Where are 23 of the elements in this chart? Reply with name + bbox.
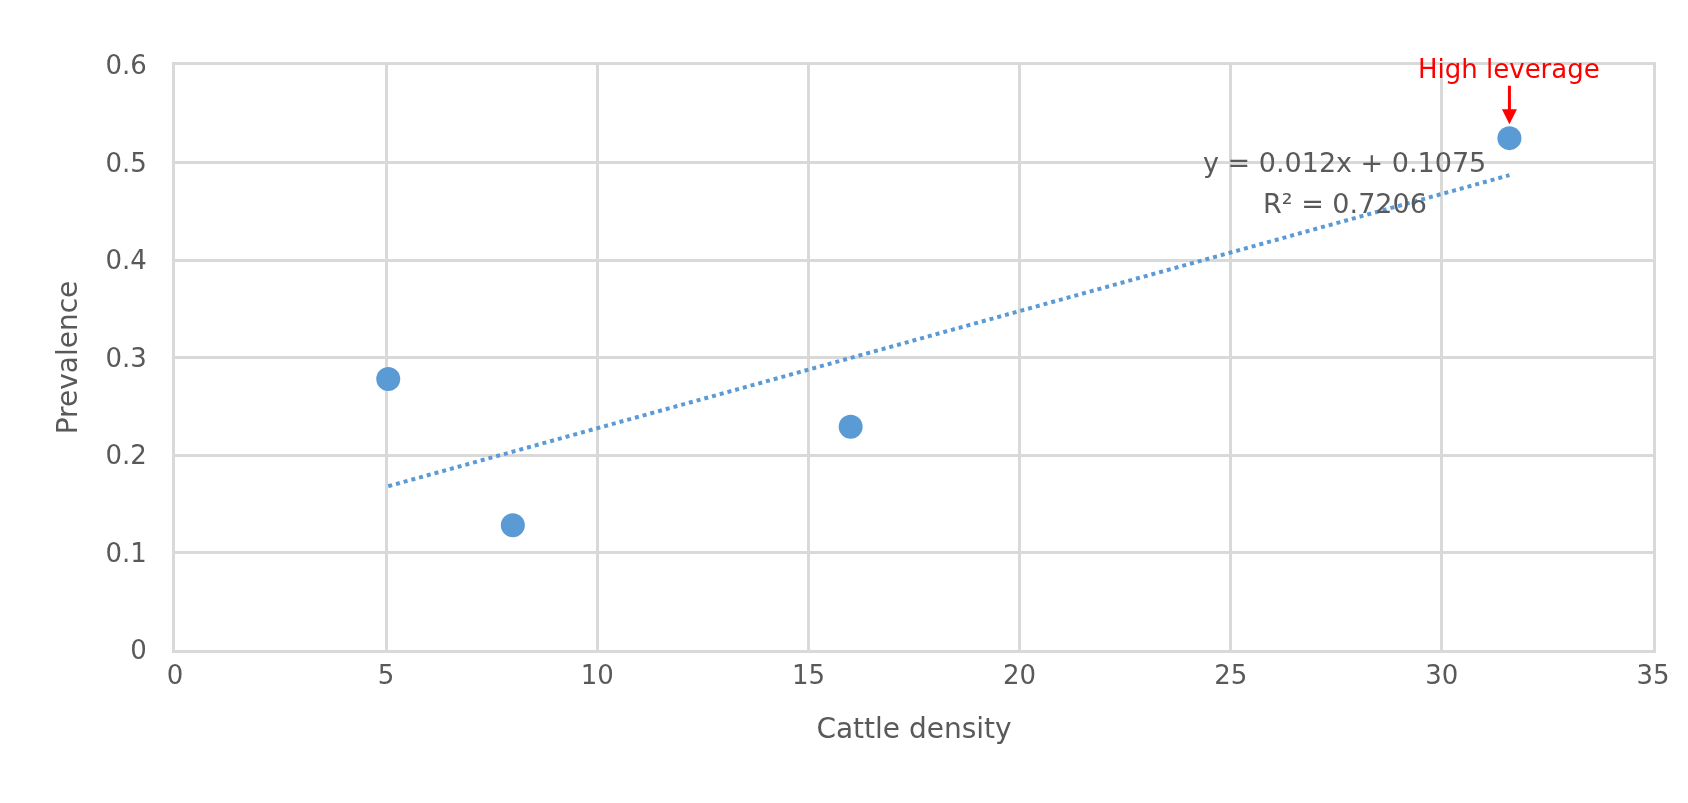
y-tick-label: 0.6 [105, 50, 147, 81]
y-tick-label: 0.2 [105, 440, 147, 471]
x-tick-label: 0 [166, 660, 184, 691]
x-tick-label: 30 [1425, 660, 1459, 691]
point [500, 513, 525, 538]
point [1497, 126, 1522, 151]
x-tick-label: 25 [1214, 660, 1248, 691]
annotation: y = 0.012x + 0.1075 [1203, 147, 1487, 178]
x-tick-label: 35 [1636, 660, 1670, 691]
point [838, 414, 863, 439]
y-tick-label: 0.1 [105, 537, 147, 568]
x-tick-label: 5 [377, 660, 395, 691]
x-tick-label: 15 [791, 660, 825, 691]
x-axis-title: Cattle density [816, 712, 1012, 746]
y-tick-label: 0.3 [105, 342, 147, 373]
y-tick-label: 0 [130, 635, 147, 666]
y-tick-label: 0.5 [105, 147, 147, 178]
x-tick-label: 10 [580, 660, 614, 691]
x-tick-label: 20 [1003, 660, 1037, 691]
y-tick-label: 0.4 [105, 245, 147, 276]
point [376, 366, 401, 391]
annotation: High leverage [1418, 54, 1600, 84]
y-axis-title: Prevalence [51, 280, 85, 435]
